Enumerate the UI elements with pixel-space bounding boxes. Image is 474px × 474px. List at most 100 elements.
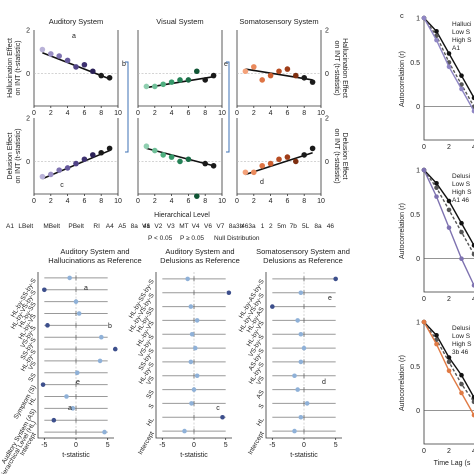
estimate-point	[298, 290, 304, 296]
autocorr-legend: Halluci	[452, 21, 472, 28]
forest-axes	[265, 272, 342, 439]
y-tick-label: 0	[325, 71, 329, 78]
forest-title: Delusions as Reference	[263, 256, 343, 265]
x-tick-label: 10	[114, 110, 122, 117]
y-axis-label: Autocorrelation (r)	[399, 203, 406, 259]
autocorr-point	[434, 29, 439, 34]
data-point	[39, 46, 46, 53]
panel-letter: e	[224, 61, 228, 68]
region-label: 3a	[248, 223, 256, 230]
estimate-point	[102, 429, 107, 435]
regression-line	[146, 147, 214, 167]
estimate-point	[333, 276, 338, 282]
forest-row-label: VS	[145, 375, 156, 387]
estimate-point	[70, 406, 76, 411]
legend-null: Null Distribution	[214, 235, 260, 242]
x-tick-label: 0	[74, 442, 78, 449]
data-point	[210, 162, 217, 169]
forest-row-label: SS	[145, 389, 156, 401]
region-label: PBelt	[68, 223, 84, 230]
x-tick-label: 4	[472, 144, 474, 151]
autocorr-point	[459, 256, 464, 262]
y-axis-label: on INT (t-statistic)	[15, 128, 22, 183]
autocorr-line	[423, 17, 474, 113]
estimate-point	[189, 331, 195, 337]
region-label: 5m	[277, 223, 286, 230]
data-point	[152, 83, 158, 90]
x-axis-label: Hierarchical Level	[154, 212, 210, 219]
data-point	[202, 160, 208, 167]
autocorr-point	[434, 341, 439, 347]
data-point	[202, 77, 208, 83]
data-point	[56, 53, 62, 59]
autocorr-point	[459, 229, 464, 235]
autocorr-point	[471, 108, 474, 114]
region-label: V3	[167, 223, 175, 230]
data-point	[160, 81, 166, 88]
y-tick-label: 0.5	[410, 364, 420, 371]
estimate-point	[185, 276, 190, 282]
data-point	[168, 79, 175, 85]
autocorr-point	[446, 359, 452, 365]
panel-letter: a	[72, 33, 76, 40]
data-point	[56, 167, 62, 173]
y-tick-label: 0	[416, 256, 420, 263]
x-tick-label: 2	[252, 198, 256, 205]
autocorr-point	[446, 198, 452, 204]
autocorr-line	[423, 321, 474, 399]
autocorr-point	[434, 333, 439, 338]
autocorr-point	[446, 368, 452, 374]
estimate-point	[292, 373, 297, 379]
x-tick-label: -5	[159, 442, 165, 449]
y-tick-label: 1	[416, 168, 420, 175]
x-tick-label: 0	[422, 144, 426, 151]
x-tick-label: 2	[49, 110, 53, 117]
forest-row-label: SS	[27, 372, 38, 384]
forest-title: Auditory System and	[60, 247, 129, 256]
forest-row-label: Intercept	[137, 430, 156, 456]
x-tick-label: 8	[203, 110, 207, 117]
y-axis-label: Delusion Effect	[341, 133, 348, 180]
scatter-axes	[33, 30, 119, 107]
autocorr-point	[471, 283, 474, 288]
forest-axes	[155, 272, 232, 439]
y-axis-label: on INT (t-statistic)	[15, 40, 22, 95]
data-point	[64, 57, 71, 64]
x-tick-label: 0	[32, 198, 36, 205]
region-label: 3b	[236, 223, 244, 230]
estimate-point	[189, 401, 194, 406]
estimate-point	[40, 382, 46, 387]
autocorr-point	[471, 95, 474, 101]
estimate-point	[292, 428, 297, 434]
estimate-point	[51, 417, 57, 423]
panel-letter: e	[328, 295, 332, 302]
autocorr-point	[459, 73, 464, 78]
autocorr-point	[459, 390, 464, 396]
x-tick-label: 6	[285, 198, 289, 205]
autocorr-axes	[423, 18, 474, 141]
data-point	[301, 152, 308, 158]
estimate-point	[74, 370, 80, 376]
scatter-axes	[33, 118, 119, 195]
data-point	[309, 79, 316, 85]
data-point	[242, 68, 249, 75]
forest-row-label: S	[147, 402, 156, 410]
x-tick-label: 0	[422, 448, 426, 455]
data-point	[48, 171, 54, 178]
autocorr-point	[459, 220, 464, 226]
autocorr-point	[471, 399, 474, 405]
y-tick-label: 1	[416, 320, 420, 327]
autocorr-axes	[423, 322, 474, 445]
data-point	[284, 154, 291, 160]
data-point	[73, 160, 79, 167]
x-tick-label: 0	[302, 442, 306, 449]
panel-label: c	[400, 11, 404, 20]
data-point	[81, 61, 88, 68]
forest-axes	[37, 272, 114, 439]
y-tick-label: 0	[416, 104, 420, 111]
estimate-point	[194, 318, 200, 323]
data-point	[293, 158, 299, 165]
data-point	[276, 156, 282, 163]
region-label: LBelt	[18, 223, 33, 230]
x-axis-label: t-statistic	[62, 452, 90, 459]
